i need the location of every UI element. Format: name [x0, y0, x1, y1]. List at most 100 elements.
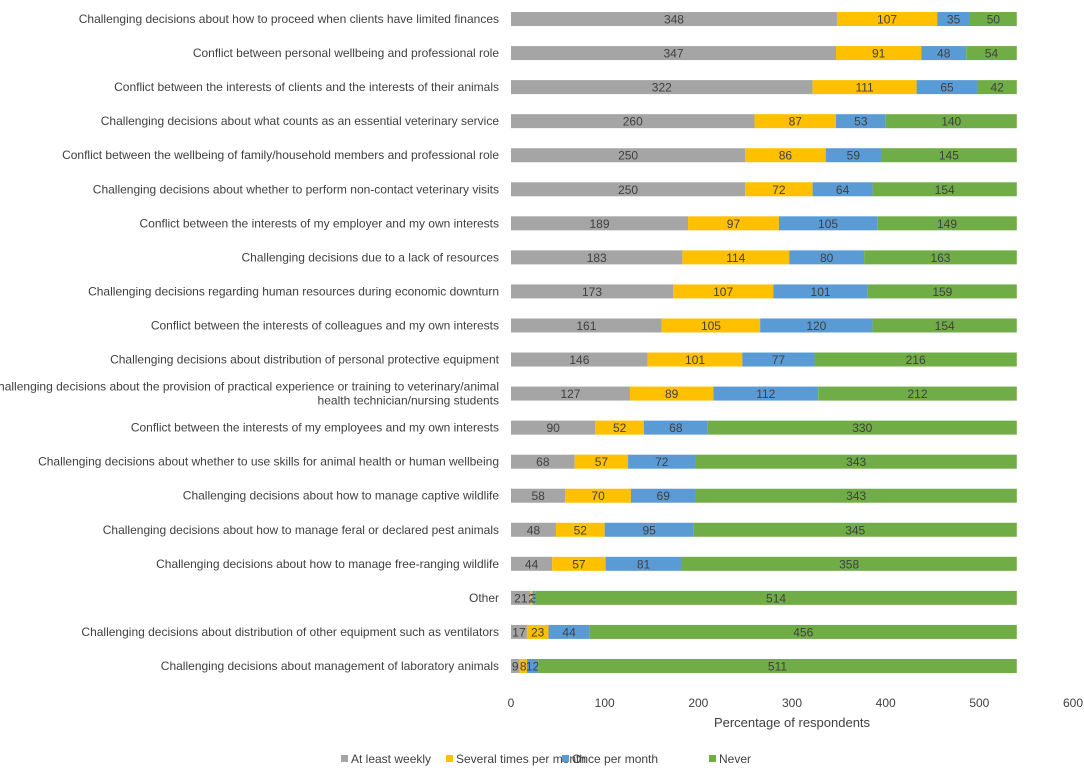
bar-segment: [511, 522, 556, 537]
bar-segment: [511, 318, 662, 333]
data-label: 189: [589, 217, 609, 231]
data-label: 44: [562, 625, 576, 639]
data-label: 95: [642, 523, 656, 537]
data-label: 140: [941, 115, 961, 129]
data-label: 107: [713, 285, 733, 299]
category-label: Challenging decisions about how to manag…: [103, 523, 499, 537]
data-label: 146: [569, 353, 589, 367]
legend-swatch: [709, 755, 716, 762]
bar-segment: [825, 148, 881, 163]
data-label: 101: [685, 353, 705, 367]
data-label: 86: [779, 149, 793, 163]
category-label: Challenging decisions due to a lack of r…: [242, 250, 499, 264]
legend-label: Never: [719, 752, 751, 766]
data-label: 514: [766, 591, 786, 605]
x-tick-label: 400: [876, 696, 896, 710]
bar-segment: [530, 590, 533, 605]
data-label: 68: [669, 421, 683, 435]
bar-segment: [937, 12, 970, 27]
category-label-line: Challenging decisions about how to manag…: [183, 489, 500, 503]
data-label: 145: [939, 149, 959, 163]
data-label: 2: [528, 591, 535, 605]
bar-segment: [713, 386, 819, 401]
legend-swatch: [562, 755, 569, 762]
bar-segment: [754, 114, 837, 129]
data-label: 54: [985, 47, 999, 61]
bar-segment: [695, 454, 1017, 469]
data-label: 57: [595, 455, 609, 469]
bar-segment: [552, 556, 606, 571]
bar-segment: [885, 114, 1017, 129]
data-label: 511: [768, 659, 787, 673]
category-label: Challenging decisions regarding human re…: [88, 284, 499, 298]
data-label: 59: [847, 149, 861, 163]
bar-segment: [745, 148, 826, 163]
bar-segment: [511, 80, 813, 95]
x-tick-label: 100: [595, 696, 615, 710]
bar-segment: [818, 386, 1017, 401]
bar-segment: [511, 658, 520, 673]
data-label: 35: [947, 13, 961, 27]
bar-segment: [682, 250, 790, 265]
bar-segment: [630, 488, 696, 503]
data-label: 120: [806, 319, 826, 333]
data-label: 212: [907, 387, 927, 401]
legend-label: Once per month: [572, 752, 658, 766]
data-label: 3: [531, 591, 538, 605]
bar-segment: [745, 182, 813, 197]
bar-segment: [661, 318, 761, 333]
bar-segment: [647, 352, 743, 367]
bar-segment: [511, 624, 527, 639]
data-label: 101: [811, 285, 831, 299]
bar-segment: [555, 522, 605, 537]
category-label-line: health technician/nursing students: [318, 394, 499, 408]
data-label: 21: [514, 591, 528, 605]
category-label: Conflict between the interests of collea…: [151, 318, 499, 332]
bar-segment: [877, 216, 1017, 231]
bar-segment: [511, 386, 630, 401]
data-label: 50: [987, 13, 1001, 27]
category-label-line: Conflict between the interests of client…: [114, 80, 499, 94]
bar-segment: [778, 216, 878, 231]
bar-segment: [681, 556, 1017, 571]
bar-segment: [511, 352, 648, 367]
bar-segment: [867, 284, 1017, 299]
category-label-line: Challenging decisions about the provisio…: [0, 380, 499, 394]
data-label: 12: [526, 659, 540, 673]
bar-segment: [695, 488, 1017, 503]
bar-segment: [511, 216, 689, 231]
data-label: 52: [613, 421, 627, 435]
data-label: 322: [652, 81, 672, 95]
bar-segment: [977, 80, 1017, 95]
data-label: 250: [618, 183, 638, 197]
bar-segment: [574, 454, 629, 469]
bar-segment: [511, 454, 575, 469]
data-label: 23: [531, 625, 545, 639]
bar-segment: [789, 250, 865, 265]
bar-segment: [595, 420, 645, 435]
data-label: 57: [572, 557, 586, 571]
legend: At least weekly Several times per monthOn…: [341, 752, 751, 766]
category-label: Challenging decisions about whether to u…: [38, 455, 499, 469]
data-label: 53: [854, 115, 868, 129]
bar-segment: [511, 46, 837, 61]
bar-segment: [548, 624, 590, 639]
category-label-line: Conflict between the interests of collea…: [151, 318, 499, 332]
data-label: 44: [525, 557, 539, 571]
bar-segment: [872, 182, 1017, 197]
bar-segment: [538, 658, 1017, 673]
data-label: 149: [937, 217, 957, 231]
category-label-line: Conflict between the wellbeing of family…: [62, 148, 499, 162]
category-label-line: Other: [469, 591, 499, 605]
category-label-line: Challenging decisions about how to proce…: [79, 12, 499, 26]
data-label: 343: [846, 455, 866, 469]
bar-segment: [511, 114, 755, 129]
bar-segment: [707, 420, 1017, 435]
bar-segment: [812, 80, 917, 95]
category-label-line: Challenging decisions about whether to u…: [38, 455, 499, 469]
category-label: Conflict between the interests of my emp…: [140, 216, 500, 230]
x-tick-label: 300: [782, 696, 802, 710]
category-label-line: Challenging decisions about whether to p…: [93, 182, 499, 196]
bar-segment: [916, 80, 978, 95]
